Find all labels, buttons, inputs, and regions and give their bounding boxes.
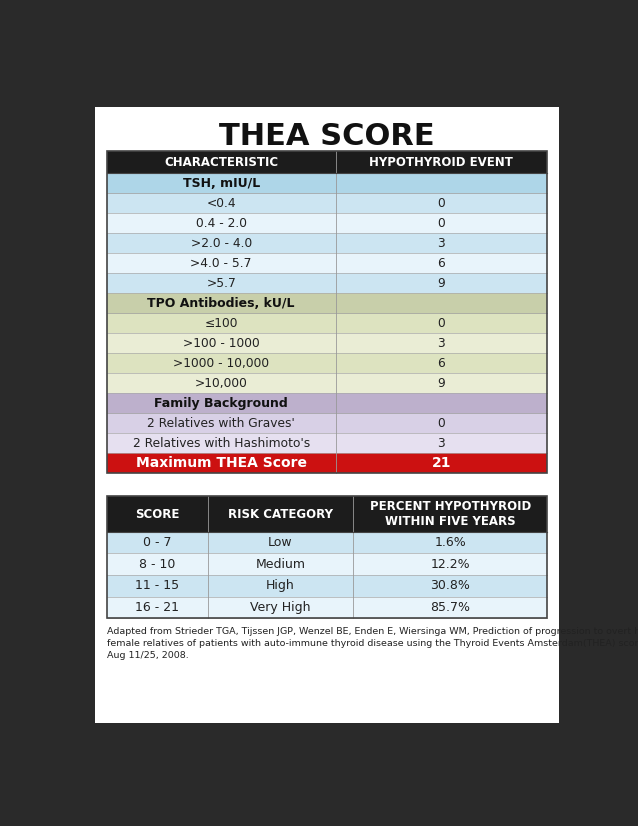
Text: >4.0 - 5.7: >4.0 - 5.7 xyxy=(191,257,252,269)
Text: 3: 3 xyxy=(438,236,445,249)
Text: Medium: Medium xyxy=(255,558,306,571)
Text: CHARACTERISTIC: CHARACTERISTIC xyxy=(164,156,278,169)
Bar xyxy=(107,253,336,273)
Text: 0.4 - 2.0: 0.4 - 2.0 xyxy=(196,216,247,230)
Bar xyxy=(107,496,547,532)
Bar xyxy=(336,193,547,213)
Text: <0.4: <0.4 xyxy=(206,197,236,210)
Text: 9: 9 xyxy=(438,377,445,390)
Bar xyxy=(107,596,547,618)
Text: Family Background: Family Background xyxy=(154,396,288,410)
Bar xyxy=(107,193,336,213)
Bar xyxy=(336,213,547,233)
Bar xyxy=(107,453,547,473)
Text: PERCENT HYPOTHYROID
WITHIN FIVE YEARS: PERCENT HYPOTHYROID WITHIN FIVE YEARS xyxy=(369,501,531,528)
Bar xyxy=(107,313,336,333)
Bar xyxy=(107,213,336,233)
Bar xyxy=(107,373,336,393)
Bar xyxy=(107,333,336,354)
Text: >1000 - 10,000: >1000 - 10,000 xyxy=(173,357,269,370)
Text: 0: 0 xyxy=(438,417,445,430)
Text: 9: 9 xyxy=(438,277,445,290)
Bar xyxy=(107,553,547,575)
Text: 0 - 7: 0 - 7 xyxy=(143,536,172,549)
Text: 16 - 21: 16 - 21 xyxy=(135,601,179,614)
Text: Maximum THEA Score: Maximum THEA Score xyxy=(136,456,307,470)
Bar xyxy=(336,313,547,333)
Text: >2.0 - 4.0: >2.0 - 4.0 xyxy=(191,236,252,249)
Bar xyxy=(107,354,336,373)
Bar xyxy=(336,373,547,393)
Text: >5.7: >5.7 xyxy=(206,277,236,290)
Text: HYPOTHYROID EVENT: HYPOTHYROID EVENT xyxy=(369,156,513,169)
Bar xyxy=(107,151,547,473)
Text: >100 - 1000: >100 - 1000 xyxy=(183,337,260,349)
Bar xyxy=(336,253,547,273)
Text: Low: Low xyxy=(268,536,293,549)
Text: TSH, mIU/L: TSH, mIU/L xyxy=(182,177,260,189)
Text: THEA SCORE: THEA SCORE xyxy=(219,121,434,150)
Text: 1.6%: 1.6% xyxy=(434,536,466,549)
Text: >10,000: >10,000 xyxy=(195,377,248,390)
Text: 11 - 15: 11 - 15 xyxy=(135,579,179,592)
Text: 2 Relatives with Hashimoto's: 2 Relatives with Hashimoto's xyxy=(133,437,310,450)
Bar xyxy=(107,273,336,293)
Bar xyxy=(336,413,547,434)
Text: High: High xyxy=(266,579,295,592)
Text: RISK CATEGORY: RISK CATEGORY xyxy=(228,508,333,520)
Bar xyxy=(336,273,547,293)
Text: 2 Relatives with Graves': 2 Relatives with Graves' xyxy=(147,417,295,430)
Text: 6: 6 xyxy=(438,357,445,370)
Text: 12.2%: 12.2% xyxy=(431,558,470,571)
Text: 3: 3 xyxy=(438,437,445,450)
Text: 0: 0 xyxy=(438,197,445,210)
Bar xyxy=(107,393,547,413)
Text: 8 - 10: 8 - 10 xyxy=(139,558,175,571)
Text: 30.8%: 30.8% xyxy=(430,579,470,592)
Bar xyxy=(107,532,547,553)
Text: TPO Antibodies, kU/L: TPO Antibodies, kU/L xyxy=(147,297,295,310)
Text: 85.7%: 85.7% xyxy=(430,601,470,614)
Bar xyxy=(336,354,547,373)
Text: Adapted from Strieder TGA, Tijssen JGP, Wenzel BE, Enden E, Wiersinga WM, Predic: Adapted from Strieder TGA, Tijssen JGP, … xyxy=(107,627,638,660)
Bar xyxy=(336,233,547,253)
Text: SCORE: SCORE xyxy=(135,508,179,520)
Bar xyxy=(336,333,547,354)
Bar xyxy=(107,293,547,313)
Bar xyxy=(336,434,547,453)
Bar xyxy=(107,173,547,193)
Bar xyxy=(107,575,547,596)
Bar xyxy=(107,233,336,253)
Text: ≤100: ≤100 xyxy=(204,316,238,330)
Text: 0: 0 xyxy=(438,216,445,230)
Bar xyxy=(107,434,336,453)
Text: 21: 21 xyxy=(431,456,451,470)
Text: 3: 3 xyxy=(438,337,445,349)
Text: 6: 6 xyxy=(438,257,445,269)
Bar xyxy=(107,413,336,434)
Bar xyxy=(107,151,547,173)
Bar xyxy=(107,496,547,618)
Text: Very High: Very High xyxy=(250,601,311,614)
Text: 0: 0 xyxy=(438,316,445,330)
